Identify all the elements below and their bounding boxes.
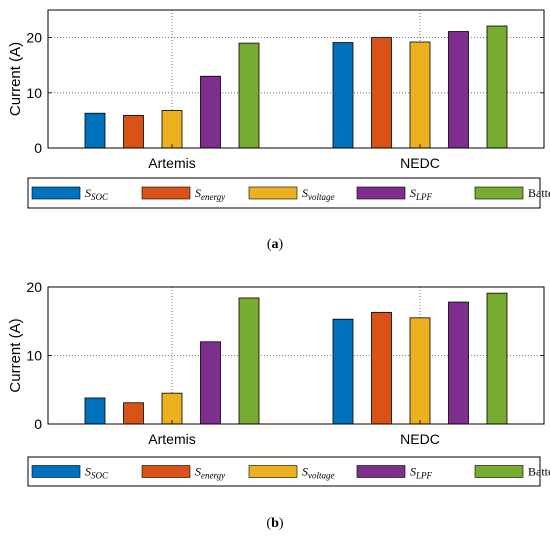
bar-s-energy-nedc — [371, 311, 392, 425]
bar-s-lpf-nedc — [448, 301, 469, 425]
legend: SSOC Senergy Svoltage SLPF Battery only — [27, 456, 550, 487]
bar-s-voltage-nedc — [409, 41, 431, 149]
bar-s-soc-artemis — [84, 112, 106, 149]
legend-swatch — [31, 465, 81, 478]
legend: SSOC Senergy Svoltage SLPF Battery only — [27, 177, 550, 209]
y-tick-label: 10 — [26, 85, 42, 101]
y-tick-label: 0 — [34, 140, 42, 156]
legend-swatch — [141, 186, 191, 200]
legend-entry: SLPF — [410, 465, 433, 481]
legend-swatch — [141, 465, 191, 478]
legend-swatch — [356, 465, 406, 478]
chart-1: 0 10 20 Artemis NEDC Current (A) SSOC Senergy Sv… — [7, 9, 550, 252]
y-tick-label: 20 — [26, 30, 42, 46]
x-tick-label-nedc: NEDC — [400, 155, 440, 171]
bar-s-energy-artemis — [123, 402, 144, 425]
x-tick-label-artemis: Artemis — [148, 431, 195, 447]
plot-frame — [47, 9, 545, 149]
bar-battery-only-nedc — [486, 25, 508, 149]
bar-s-energy-nedc — [371, 37, 392, 149]
y-tick-label: 10 — [26, 348, 42, 364]
bar-s-voltage-artemis — [161, 392, 183, 425]
bar-battery-only-artemis — [238, 42, 260, 149]
bar-battery-only-artemis — [238, 297, 260, 425]
plot-frame — [47, 286, 545, 425]
bar-s-soc-artemis — [84, 397, 106, 425]
x-tick-label-nedc: NEDC — [400, 431, 440, 447]
legend-entry: Senergy — [195, 186, 225, 202]
legend-swatch — [474, 186, 524, 200]
legend-swatch — [248, 186, 298, 200]
legend-swatch — [31, 186, 81, 200]
legend-entry: Senergy — [195, 465, 225, 481]
bar-s-soc-nedc — [332, 318, 354, 425]
bar-s-energy-artemis — [123, 115, 144, 149]
legend-swatch — [356, 186, 406, 200]
y-axis-label: Current (A) — [7, 42, 24, 116]
legend-entry: Battery only — [528, 186, 550, 200]
y-tick-label: 0 — [34, 416, 42, 432]
legend-entry: Battery only — [528, 465, 550, 479]
legend-entry: SLPF — [410, 186, 433, 202]
legend-entry: Svoltage — [302, 465, 335, 481]
bar-s-lpf-artemis — [200, 75, 221, 149]
bar-s-voltage-artemis — [161, 110, 183, 149]
caption: (b) — [266, 516, 283, 531]
chart-2: 0 10 20 Artemis NEDC Current (A) SSOC Senergy Sv… — [7, 279, 550, 531]
bar-s-soc-nedc — [332, 42, 354, 149]
y-tick-label: 20 — [26, 279, 42, 295]
legend-entry: Svoltage — [302, 186, 335, 202]
legend-swatch — [248, 465, 298, 478]
bar-battery-only-nedc — [486, 292, 508, 425]
legend-entry: SSOC — [85, 186, 109, 202]
bar-s-lpf-artemis — [200, 341, 221, 425]
bar-s-voltage-nedc — [409, 317, 431, 425]
x-tick-label-artemis: Artemis — [148, 155, 195, 171]
legend-entry: SSOC — [85, 465, 109, 481]
bar-s-lpf-nedc — [448, 31, 469, 149]
y-axis-label: Current (A) — [7, 318, 24, 392]
legend-swatch — [474, 465, 524, 478]
caption: (a) — [267, 237, 284, 252]
